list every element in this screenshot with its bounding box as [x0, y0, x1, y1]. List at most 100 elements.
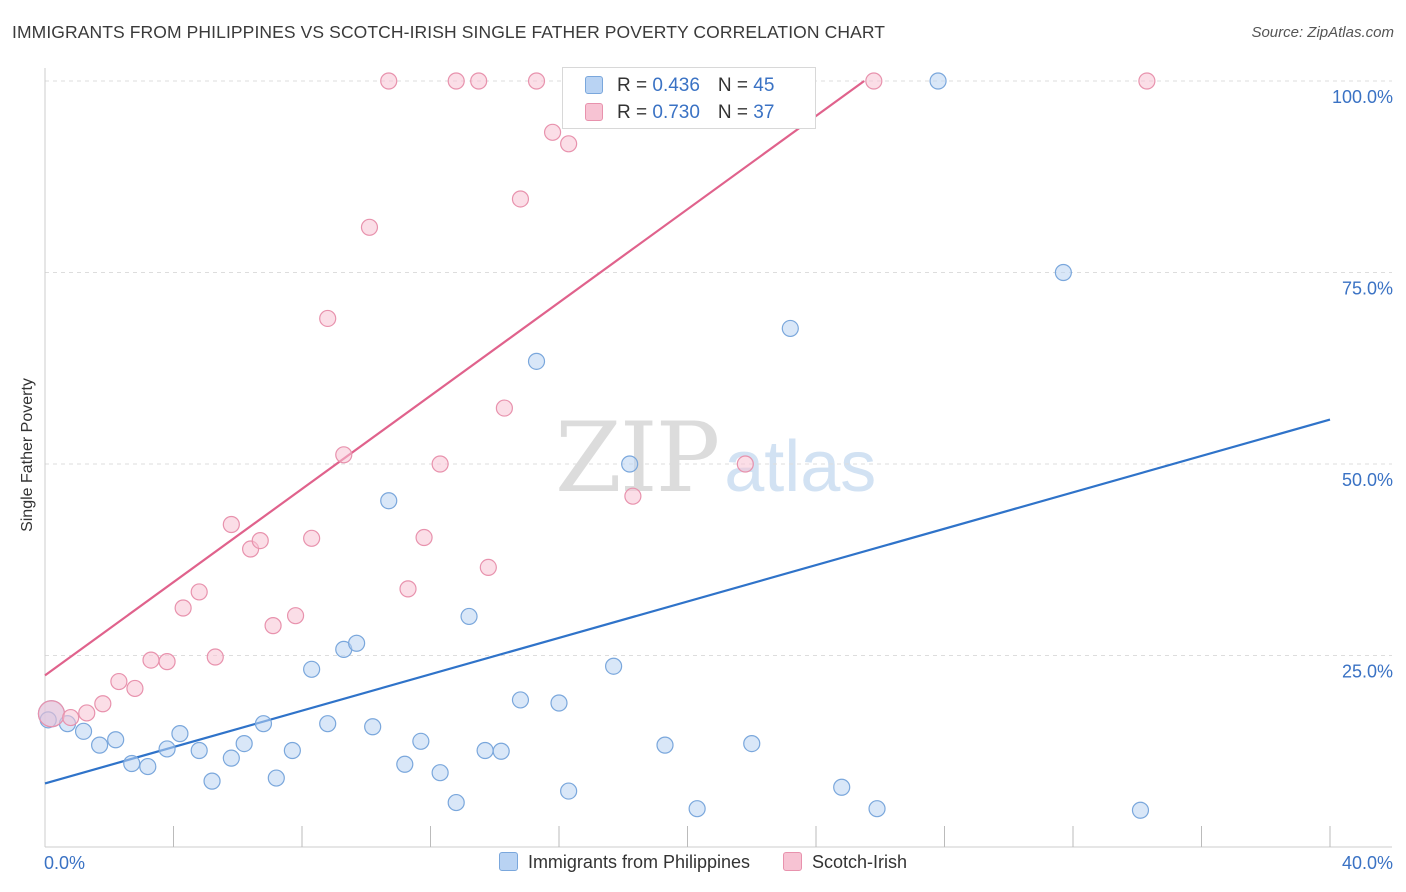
legend-n-value: 37	[753, 102, 775, 123]
philippines-point	[743, 734, 761, 753]
philippines-point	[929, 72, 947, 90]
legend-r-label: R =	[617, 102, 653, 123]
tick-labels: 25.0% 50.0% 75.0% 100.0% 0.0% 40.0%	[44, 87, 1393, 873]
philippines-point	[364, 718, 382, 736]
philippines-point	[476, 741, 494, 760]
scotch-irish-point	[303, 529, 321, 547]
philippines-point	[139, 757, 157, 776]
scotch-irish-point	[479, 558, 497, 577]
scotch-irish-point	[380, 72, 398, 90]
philippines-point	[833, 778, 851, 796]
philippines-point	[222, 749, 240, 767]
legend-label-philippines: Immigrants from Philippines	[527, 852, 751, 872]
philippines-trend-line	[44, 418, 1331, 785]
source-label: Source: ZipAtlas.com	[1251, 24, 1394, 41]
axes	[44, 68, 1392, 848]
scotch-irish-point	[1138, 72, 1156, 90]
philippines-point	[348, 634, 366, 652]
legend-item-philippines[interactable]: Immigrants from Philippines	[498, 852, 751, 873]
legend-r-value: 0.730	[652, 102, 700, 123]
scotch-irish-point	[37, 700, 66, 728]
y-tick-label: 25.0%	[1342, 662, 1393, 682]
legend-label-scotch-irish: Scotch-Irish	[812, 852, 908, 872]
legend-row-scotch-irish: R = 0.730 N = 37	[585, 102, 774, 126]
philippines-point	[868, 800, 886, 818]
philippines-point	[267, 769, 285, 787]
scotch-irish-point	[206, 648, 224, 666]
scotch-irish-point	[142, 651, 160, 669]
philippines-point	[303, 660, 321, 678]
philippines-point	[1131, 801, 1150, 819]
scotch-irish-point	[447, 72, 465, 90]
philippines-point	[560, 782, 578, 800]
philippines-point	[550, 694, 568, 712]
philippines-point	[235, 734, 253, 753]
scotch-irish-point	[94, 695, 112, 713]
philippines-point	[91, 736, 109, 754]
y-tick-label: 100.0%	[1332, 87, 1393, 107]
philippines-point	[171, 725, 189, 743]
series-legend: Immigrants from Philippines Scotch-Irish	[0, 852, 1406, 873]
philippines-point	[74, 722, 93, 740]
philippines-point	[688, 800, 706, 818]
scotch-irish-point	[736, 455, 754, 473]
philippines-point	[781, 319, 799, 338]
trend-lines	[44, 80, 1331, 785]
scotch-irish-trend-line	[44, 80, 865, 677]
chart-title: IMMIGRANTS FROM PHILIPPINES VS SCOTCH-IR…	[12, 22, 886, 42]
scotch-irish-point	[335, 446, 353, 464]
scotch-irish-point	[415, 528, 433, 547]
legend-row-philippines: R = 0.436 N = 45	[585, 75, 774, 99]
scotch-irish-point	[126, 679, 144, 698]
philippines-point	[431, 764, 449, 782]
scotch-irish-point	[624, 487, 642, 505]
philippines-point	[621, 455, 639, 473]
legend-n-value: 45	[753, 75, 775, 96]
scotch-irish-point	[158, 653, 176, 671]
scotch-irish-point	[360, 218, 379, 236]
scotch-irish-point	[470, 72, 488, 90]
scotch-irish-point	[431, 455, 449, 473]
x-tick-label-min: 0.0%	[44, 853, 85, 873]
legend-swatch-pink	[585, 103, 603, 121]
philippines-point	[511, 691, 530, 709]
philippines-point	[123, 754, 141, 773]
scotch-irish-point	[110, 672, 128, 691]
y-tick-label: 75.0%	[1342, 279, 1393, 299]
philippines-point	[460, 607, 478, 626]
philippines-point	[396, 755, 414, 773]
legend-swatch-pink	[783, 852, 803, 871]
legend-r-value: 0.436	[652, 75, 700, 96]
legend-swatch-blue	[585, 76, 603, 94]
legend-item-scotch-irish[interactable]: Scotch-Irish	[783, 852, 907, 873]
legend-swatch-blue	[498, 852, 518, 871]
scotch-irish-point	[190, 583, 208, 601]
y-tick-label: 50.0%	[1342, 470, 1393, 490]
philippines-point	[656, 736, 674, 754]
philippines-point	[1054, 263, 1072, 282]
scotch-irish-point	[264, 617, 282, 635]
scotch-irish-point	[251, 531, 269, 550]
scotch-irish-point	[222, 515, 240, 534]
philippines-point	[492, 742, 510, 760]
philippines-point	[605, 657, 623, 675]
philippines-point	[283, 741, 301, 760]
grid-lines	[45, 80, 1392, 656]
philippines-point	[380, 492, 398, 510]
philippines-point	[254, 715, 273, 733]
scotch-irish-point	[543, 123, 562, 141]
scotch-irish-point	[560, 135, 578, 153]
scotch-irish-point	[495, 399, 513, 417]
philippines-point	[527, 352, 546, 370]
scotch-irish-point	[174, 599, 192, 617]
x-tick-label-max: 40.0%	[1342, 853, 1393, 873]
scotch-irish-point	[78, 704, 96, 722]
philippines-point	[203, 772, 221, 790]
data-points	[37, 72, 1156, 819]
scotch-irish-point	[62, 708, 80, 727]
scotch-irish-point	[319, 309, 337, 328]
philippines-point	[447, 793, 465, 812]
philippines-point	[319, 715, 337, 733]
scotch-irish-point	[527, 72, 546, 90]
scotch-irish-point	[399, 580, 417, 598]
